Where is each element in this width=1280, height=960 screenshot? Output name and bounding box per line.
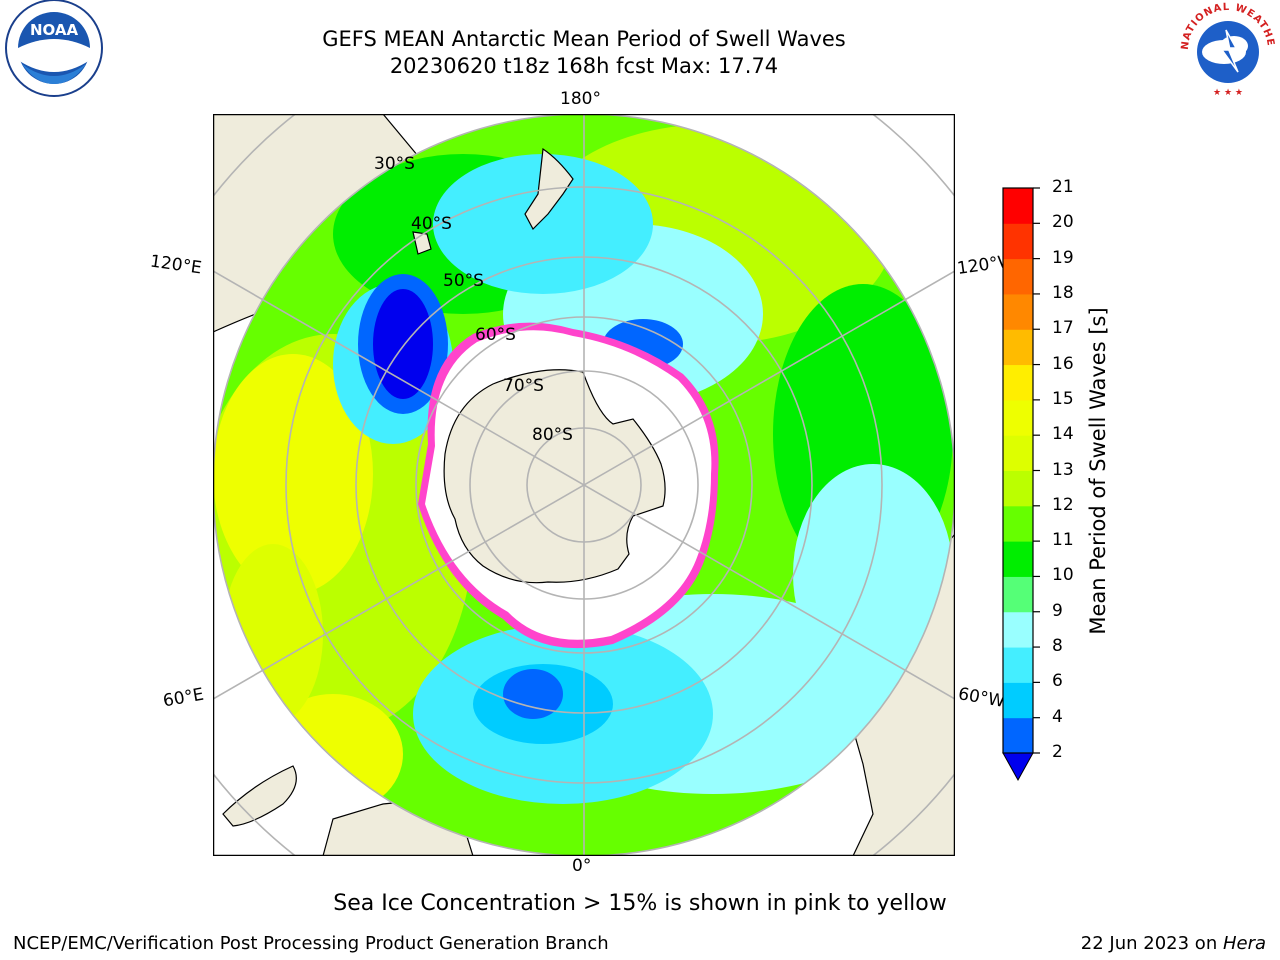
colorbar-bin — [1003, 399, 1033, 436]
colorbar-tick-label: 2 — [1052, 742, 1063, 762]
lon-label-60e: 60°E — [161, 684, 206, 712]
lon-label-180: 180° — [560, 89, 601, 109]
noaa-logo: NOAA — [5, 0, 103, 97]
footer-branch: NCEP/EMC/Verification Post Processing Pr… — [13, 933, 609, 954]
colorbar-tick-label: 14 — [1052, 424, 1074, 445]
colorbar-tick-label: 16 — [1052, 353, 1074, 374]
colorbar-tick-label: 19 — [1052, 247, 1074, 268]
footer-date: 22 Jun 2023 on Hera — [1081, 933, 1266, 954]
nws-logo: NATIONAL WEATHER SERVICE ★ ★ ★ — [1178, 0, 1275, 98]
lat-label-60s: 60°S — [475, 325, 516, 345]
colorbar-tick-label: 10 — [1052, 565, 1074, 586]
colorbar-tick-label: 11 — [1052, 530, 1074, 551]
colorbar-label: Mean Period of Swell Waves [s] — [1086, 307, 1110, 635]
colorbar-tick-label: 21 — [1052, 177, 1074, 197]
colorbar-tick-label: 9 — [1052, 600, 1063, 621]
colorbar-tick-label: 20 — [1052, 212, 1074, 233]
lat-label-70s: 70°S — [503, 376, 544, 396]
colorbar-bin — [1003, 647, 1033, 683]
colorbar-tick-label: 17 — [1052, 318, 1074, 339]
chart-title: GEFS MEAN Antarctic Mean Period of Swell… — [322, 27, 846, 51]
colorbar-bin — [1003, 258, 1033, 295]
colorbar-bin — [1003, 470, 1033, 507]
noaa-logo-text: NOAA — [30, 21, 79, 39]
colorbar-bin — [1003, 329, 1033, 366]
colorbar-bin — [1003, 293, 1033, 330]
colorbar-bin — [1003, 435, 1033, 471]
lat-label-30s: 30°S — [374, 154, 415, 174]
lon-label-120e: 120°E — [148, 251, 203, 279]
colorbar-bin — [1003, 541, 1033, 577]
lat-label-80s: 80°S — [532, 425, 573, 445]
colorbar-bin — [1003, 682, 1033, 719]
chart-subtitle: 20230620 t18z 168h fcst Max: 17.74 — [389, 54, 779, 78]
colorbar-tick-label: 6 — [1052, 671, 1063, 692]
colorbar-tick-label: 8 — [1052, 636, 1063, 657]
colorbar-bin — [1003, 505, 1033, 542]
antarctica-land — [443, 369, 666, 584]
lat-label-40s: 40°S — [411, 214, 452, 234]
colorbar-tick-label: 15 — [1052, 388, 1074, 409]
colorbar-bin — [1003, 611, 1033, 648]
colorbar-bin — [1003, 223, 1033, 260]
madagascar-land — [222, 765, 297, 827]
footer-host: Hera — [1222, 933, 1266, 954]
colorbar-tick-label: 12 — [1052, 494, 1074, 515]
colorbar-bin — [1003, 576, 1033, 613]
colorbar-tick-label: 4 — [1052, 706, 1063, 727]
polar-swell-period-map: 30°S 40°S 50°S 60°S 70°S 80°S — [213, 114, 955, 856]
colorbar-extend-arrow — [1002, 752, 1034, 782]
colorbar — [1002, 187, 1040, 782]
colorbar-tick-label: 13 — [1052, 459, 1074, 480]
colorbar-bin — [1003, 717, 1033, 754]
colorbar-bin — [1003, 364, 1033, 401]
lon-label-0: 0° — [572, 856, 592, 876]
footer-date-text: 22 Jun 2023 on — [1080, 933, 1223, 954]
colorbar-bin — [1003, 188, 1033, 224]
svg-text:★ ★ ★: ★ ★ ★ — [1213, 88, 1243, 98]
lat-label-50s: 50°S — [443, 271, 484, 291]
sea-ice-caption: Sea Ice Concentration > 15% is shown in … — [333, 891, 947, 916]
colorbar-tick-label: 18 — [1052, 282, 1074, 303]
